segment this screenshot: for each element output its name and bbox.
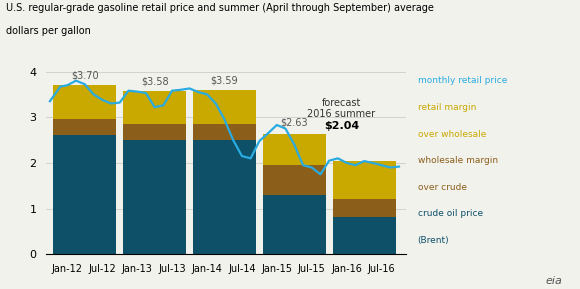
Text: $3.59: $3.59 [211,76,238,86]
Bar [263,134,326,165]
Text: eia: eia [546,276,563,286]
Text: U.S. regular-grade gasoline retail price and summer (April through September) av: U.S. regular-grade gasoline retail price… [6,3,434,13]
Bar [53,119,116,136]
Text: monthly retail price: monthly retail price [418,76,507,86]
Text: $3.58: $3.58 [141,76,168,86]
Text: retail margin: retail margin [418,103,476,112]
Bar [123,91,186,124]
Bar [53,136,116,254]
Text: forecast
2016 summer: forecast 2016 summer [307,98,375,119]
Bar [333,161,396,199]
Text: crude oil price: crude oil price [418,209,483,218]
Text: over crude: over crude [418,183,466,192]
Bar [193,90,256,124]
Bar [123,124,186,140]
Text: $3.70: $3.70 [71,71,99,81]
Text: (Brent): (Brent) [418,236,450,245]
Bar [333,199,396,217]
Text: dollars per gallon: dollars per gallon [6,26,90,36]
Bar [193,140,256,254]
Bar [123,140,186,254]
Text: wholesale margin: wholesale margin [418,156,498,165]
Bar [53,85,116,119]
Bar [263,165,326,195]
Bar [333,217,396,254]
Text: $2.04: $2.04 [324,121,359,131]
Text: over wholesale: over wholesale [418,129,486,139]
Text: $2.63: $2.63 [281,117,308,127]
Bar [193,124,256,140]
Bar [263,195,326,254]
